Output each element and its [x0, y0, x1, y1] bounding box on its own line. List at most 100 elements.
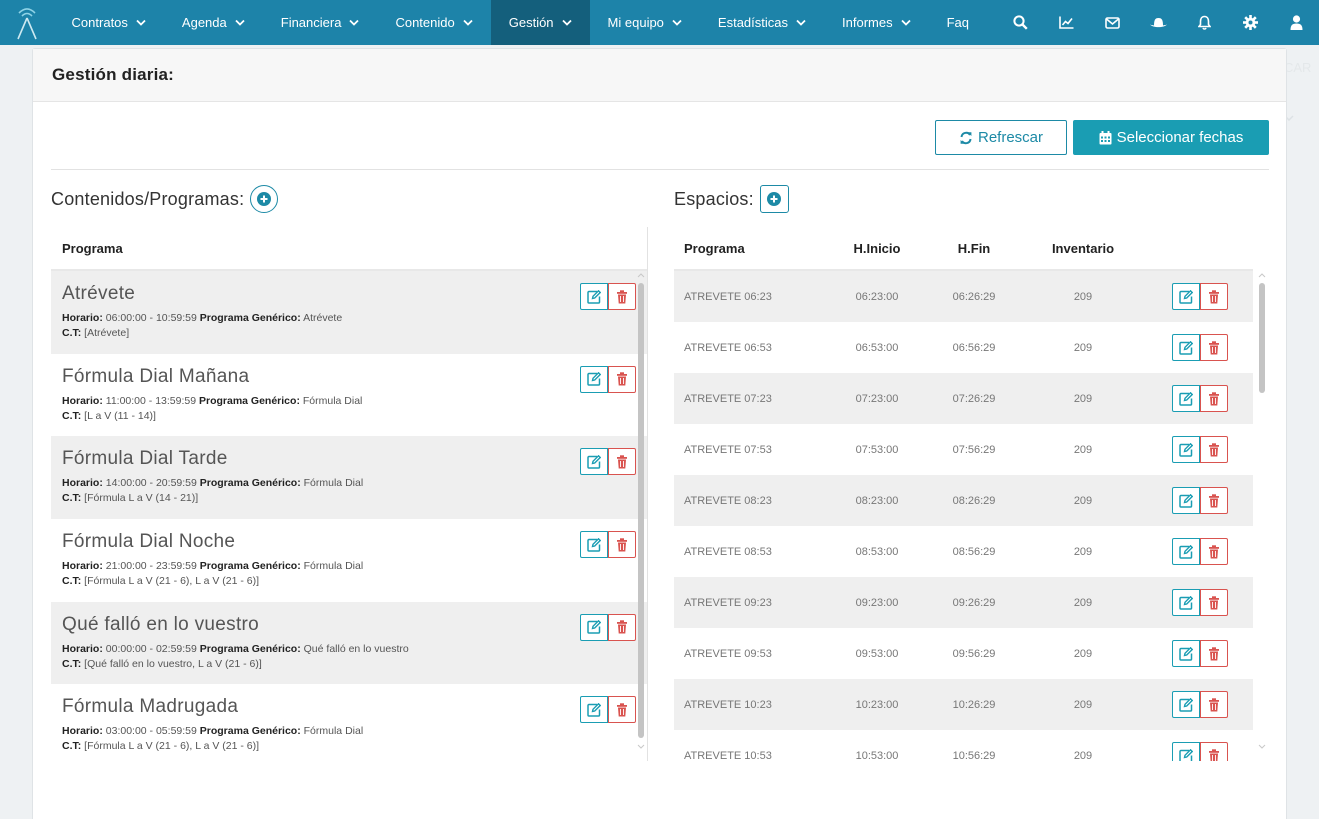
nav-item-label: Agenda	[181, 15, 227, 30]
edit-button[interactable]	[580, 448, 608, 476]
spaces-scrollbar[interactable]	[1257, 271, 1267, 761]
delete-button[interactable]	[1200, 283, 1228, 310]
delete-button[interactable]	[1200, 538, 1228, 565]
chart-icon[interactable]	[1043, 0, 1089, 45]
nav-item-estadísticas[interactable]: Estadísticas	[700, 0, 824, 45]
nav-item-gestión[interactable]: Gestión	[490, 0, 590, 45]
space-programa: ATREVETE 10:53	[684, 749, 772, 762]
delete-button[interactable]	[1200, 589, 1228, 616]
program-info: Horario: 00:00:00 - 02:59:59 Programa Ge…	[62, 642, 637, 672]
refresh-button[interactable]: Refrescar	[935, 120, 1067, 155]
edit-button[interactable]	[1172, 385, 1200, 412]
add-program-button[interactable]	[250, 185, 279, 213]
delete-button[interactable]	[608, 613, 636, 641]
delete-button[interactable]	[1200, 640, 1228, 667]
space-row[interactable]: ATREVETE 10:53 10:53:00 10:56:29 209	[674, 730, 1253, 761]
logo[interactable]	[0, 0, 54, 45]
trash-icon	[1209, 442, 1219, 456]
delete-button[interactable]	[608, 696, 636, 724]
nav-item-label: Gestión	[508, 15, 554, 30]
nav-item-contenido[interactable]: Contenido	[377, 0, 490, 45]
delete-button[interactable]	[1200, 487, 1228, 514]
program-row[interactable]: Fórmula Madrugada Horario: 03:00:00 - 05…	[51, 684, 648, 761]
program-row[interactable]: Qué falló en lo vuestro Horario: 00:00:0…	[51, 601, 648, 685]
delete-button[interactable]	[608, 365, 636, 393]
edit-button[interactable]	[1172, 487, 1200, 514]
nav-item-contratos[interactable]: Contratos	[54, 0, 164, 45]
edit-button[interactable]	[1172, 538, 1200, 565]
delete-button[interactable]	[608, 283, 636, 310]
delete-button[interactable]	[608, 531, 636, 559]
spaces-section-title: Espacios:	[674, 185, 789, 213]
generico-label: Programa Genérico:	[199, 312, 301, 324]
edit-icon	[1179, 289, 1193, 304]
chevron-down-icon	[672, 19, 682, 26]
ct-label: C.T:	[62, 740, 82, 753]
edit-button[interactable]	[1172, 691, 1200, 718]
space-row[interactable]: ATREVETE 07:53 07:53:00 07:56:29 209	[674, 424, 1253, 475]
ct-value: [Fórmula L a V (14 - 21)]	[84, 492, 199, 505]
select-dates-button[interactable]: Seleccionar fechas	[1073, 120, 1269, 155]
edit-button[interactable]	[580, 613, 608, 641]
program-row[interactable]: Fórmula Dial Noche Horario: 21:00:00 - 2…	[51, 519, 648, 602]
edit-button[interactable]	[580, 283, 608, 310]
trash-icon	[1209, 289, 1219, 303]
space-row[interactable]: ATREVETE 06:53 06:53:00 06:56:29 209	[674, 322, 1253, 373]
edit-button[interactable]	[1172, 436, 1200, 463]
edit-icon	[587, 620, 601, 634]
generico-label: Programa Genérico:	[199, 560, 301, 573]
space-inicio: 07:23:00	[855, 392, 899, 405]
delete-button[interactable]	[608, 448, 636, 476]
gear-icon[interactable]	[1227, 0, 1273, 45]
space-row[interactable]: ATREVETE 08:53 08:53:00 08:56:29 209	[674, 526, 1253, 577]
bell-icon[interactable]	[1181, 0, 1227, 45]
edit-button[interactable]	[580, 696, 608, 724]
program-row[interactable]: Atrévete Horario: 06:00:00 - 10:59:59 Pr…	[51, 271, 648, 354]
space-inventario: 209	[1073, 545, 1093, 558]
delete-button[interactable]	[1200, 436, 1228, 463]
edit-button[interactable]	[1172, 283, 1200, 310]
hat-icon[interactable]	[1135, 0, 1181, 45]
trash-icon	[1209, 748, 1219, 761]
nav-item-agenda[interactable]: Agenda	[164, 0, 263, 45]
edit-button[interactable]	[580, 365, 608, 393]
space-row[interactable]: ATREVETE 08:23 08:23:00 08:26:29 209	[674, 475, 1253, 526]
edit-button[interactable]	[1172, 742, 1200, 761]
generico-label: Programa Genérico:	[198, 394, 300, 407]
user-icon[interactable]	[1273, 0, 1319, 45]
space-programa: ATREVETE 08:23	[684, 494, 772, 507]
row-actions	[580, 613, 636, 641]
program-row[interactable]: Fórmula Dial Tarde Horario: 14:00:00 - 2…	[51, 436, 648, 520]
generico-label: Programa Genérico:	[199, 642, 301, 655]
nav-item-mi-equipo[interactable]: Mi equipo	[590, 0, 700, 45]
horario-value: 21:00:00 - 23:59:59	[105, 560, 197, 573]
edit-button[interactable]	[1172, 589, 1200, 616]
space-row[interactable]: ATREVETE 07:23 07:23:00 07:26:29 209	[674, 373, 1253, 424]
space-row[interactable]: ATREVETE 10:23 10:23:00 10:26:29 209	[674, 679, 1253, 730]
delete-button[interactable]	[1200, 334, 1228, 361]
delete-button[interactable]	[1200, 385, 1228, 412]
edit-icon	[1179, 544, 1193, 559]
add-space-button[interactable]	[759, 185, 789, 213]
space-row[interactable]: ATREVETE 06:23 06:23:00 06:26:29 209	[674, 271, 1253, 322]
nav-item-faq[interactable]: Faq	[929, 0, 987, 45]
space-programa: ATREVETE 09:53	[684, 647, 772, 660]
delete-button[interactable]	[1200, 742, 1228, 761]
mail-icon[interactable]	[1089, 0, 1135, 45]
generico-label: Programa Genérico:	[199, 477, 301, 490]
delete-button[interactable]	[1200, 691, 1228, 718]
programs-scrollbar[interactable]	[636, 271, 646, 761]
trash-icon	[617, 372, 627, 386]
row-actions	[1142, 742, 1253, 761]
edit-button[interactable]	[1172, 640, 1200, 667]
edit-button[interactable]	[1172, 334, 1200, 361]
space-programa: ATREVETE 07:53	[684, 443, 772, 456]
spaces-table: Programa H.Inicio H.Fin Inventario ATREV…	[674, 227, 1253, 761]
space-row[interactable]: ATREVETE 09:53 09:53:00 09:56:29 209	[674, 628, 1253, 679]
program-row[interactable]: Fórmula Dial Mañana Horario: 11:00:00 - …	[51, 354, 648, 437]
nav-item-financiera[interactable]: Financiera	[263, 0, 378, 45]
search-icon[interactable]	[997, 0, 1043, 45]
nav-item-informes[interactable]: Informes	[824, 0, 929, 45]
space-row[interactable]: ATREVETE 09:23 09:23:00 09:26:29 209	[674, 577, 1253, 628]
edit-button[interactable]	[580, 531, 608, 559]
